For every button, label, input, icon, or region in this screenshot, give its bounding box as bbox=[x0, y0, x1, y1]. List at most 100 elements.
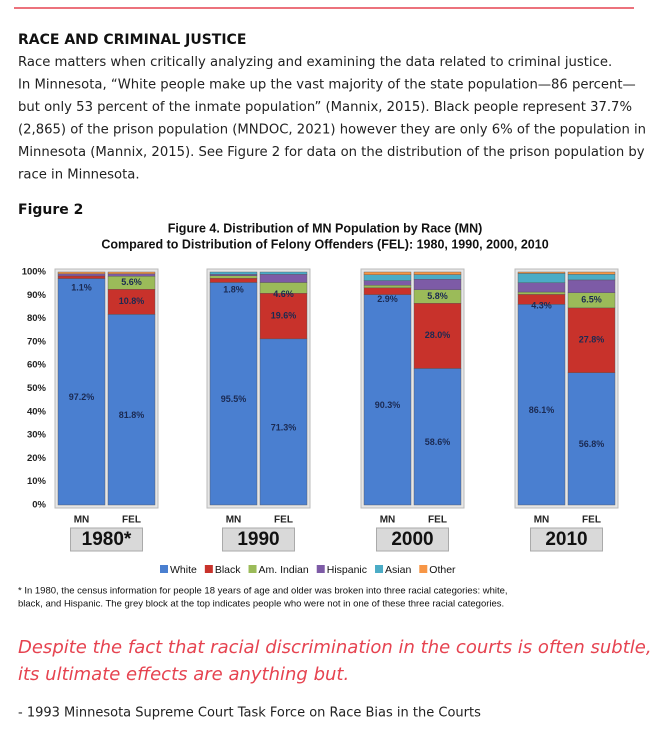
y-tick-label: 30% bbox=[27, 430, 47, 441]
footnote: * In 1980, the census information for pe… bbox=[18, 586, 508, 597]
group-label: 1980* bbox=[82, 529, 132, 550]
legend-swatch bbox=[204, 565, 213, 573]
bar-segment bbox=[413, 271, 462, 275]
legend-label: Am. Indian bbox=[259, 564, 309, 576]
bar-segment bbox=[413, 274, 462, 280]
bar-segment bbox=[413, 303, 462, 369]
x-tick-label: MN bbox=[534, 515, 550, 526]
legend-swatch bbox=[316, 565, 325, 573]
group-label: 2010 bbox=[545, 529, 587, 550]
chart-title: Compared to Distribution of Felony Offen… bbox=[101, 237, 548, 251]
group-label-box bbox=[530, 527, 603, 552]
y-tick-label: 40% bbox=[27, 406, 47, 417]
x-tick-label: FEL bbox=[274, 515, 293, 526]
bar-segment bbox=[517, 271, 566, 274]
bar-segment bbox=[209, 275, 258, 279]
legend-swatch bbox=[160, 565, 168, 573]
data-label: 4.3% bbox=[531, 301, 552, 311]
bar-segment bbox=[107, 271, 156, 275]
data-label: 19.6% bbox=[271, 310, 297, 320]
bar-segment bbox=[567, 307, 616, 373]
group-label-box bbox=[70, 527, 143, 552]
y-tick-label: 60% bbox=[27, 360, 47, 371]
legend-label: Other bbox=[429, 564, 456, 576]
bar-segment bbox=[517, 282, 566, 293]
bar-segment bbox=[209, 282, 258, 506]
group-label: 1990 bbox=[237, 529, 279, 550]
paragraph-line: (2,865) of the prison population (MNDOC,… bbox=[18, 123, 646, 138]
bar-segment bbox=[413, 279, 462, 290]
group-label-box bbox=[222, 527, 295, 552]
bar-segment bbox=[259, 274, 308, 283]
data-label: 27.8% bbox=[579, 335, 605, 345]
bar-segment bbox=[567, 372, 616, 506]
paragraph-line: Minnesota (Mannix, 2015). See Figure 2 f… bbox=[18, 145, 645, 160]
bar-segment bbox=[517, 273, 566, 283]
bar-segment bbox=[57, 275, 106, 279]
bar-segment bbox=[209, 278, 258, 283]
data-label: 6.5% bbox=[581, 295, 602, 305]
bar-segment bbox=[363, 271, 412, 275]
bar-segment bbox=[209, 274, 258, 276]
y-tick-label: 20% bbox=[27, 453, 47, 464]
data-label: 1.8% bbox=[223, 285, 244, 295]
data-label: 95.5% bbox=[221, 394, 247, 404]
x-tick-label: MN bbox=[380, 515, 396, 526]
paragraph-line: race in Minnesota. bbox=[18, 168, 140, 183]
chart-title: Figure 4. Distribution of MN Population … bbox=[168, 221, 483, 235]
bar-segment bbox=[107, 273, 156, 277]
legend-swatch bbox=[375, 565, 384, 573]
paragraph-line: In Minnesota, “White people make up the … bbox=[18, 78, 636, 93]
data-label: 81.8% bbox=[119, 410, 145, 420]
figure-label: Figure 2 bbox=[18, 202, 83, 218]
data-label: 5.6% bbox=[121, 277, 142, 287]
data-label: 2.9% bbox=[377, 294, 398, 304]
x-tick-label: MN bbox=[226, 515, 242, 526]
bar-segment bbox=[259, 271, 308, 275]
bar-segment bbox=[363, 294, 412, 506]
x-tick-label: FEL bbox=[428, 515, 447, 526]
section-heading: RACE AND CRIMINAL JUSTICE bbox=[18, 32, 246, 48]
x-tick-label: MN bbox=[74, 515, 90, 526]
legend-label: Asian bbox=[385, 564, 411, 576]
data-label: 5.8% bbox=[427, 291, 448, 301]
bar-segment bbox=[567, 279, 616, 293]
bar-segment bbox=[107, 314, 156, 506]
y-tick-label: 0% bbox=[32, 500, 46, 511]
bar-segment bbox=[57, 273, 106, 277]
paragraph-line: but only 53 percent of the inmate popula… bbox=[18, 100, 632, 115]
x-tick-label: FEL bbox=[122, 515, 141, 526]
bar-segment bbox=[517, 291, 566, 295]
group-label: 2000 bbox=[391, 529, 433, 550]
y-tick-label: 10% bbox=[27, 476, 47, 487]
bar-segment bbox=[107, 289, 156, 315]
bar-segment bbox=[57, 278, 106, 506]
bar-segment bbox=[567, 271, 616, 275]
y-tick-label: 70% bbox=[27, 336, 47, 347]
bar-segment bbox=[517, 304, 566, 506]
bar-segment bbox=[413, 368, 462, 506]
data-label: 28.0% bbox=[425, 330, 451, 340]
bar-segment bbox=[363, 280, 412, 286]
bar-segment bbox=[567, 274, 616, 281]
data-label: 56.8% bbox=[579, 439, 605, 449]
data-label: 90.3% bbox=[375, 400, 401, 410]
bar-segment bbox=[209, 271, 258, 275]
data-label: 71.3% bbox=[271, 422, 297, 432]
y-tick-label: 80% bbox=[27, 313, 47, 324]
legend-swatch bbox=[248, 565, 257, 573]
bar-segment bbox=[57, 271, 106, 275]
legend-label: White bbox=[170, 564, 197, 576]
pull-quote: Despite the fact that racial discriminat… bbox=[18, 637, 650, 658]
group-label-box bbox=[376, 527, 449, 552]
y-tick-label: 90% bbox=[27, 290, 47, 301]
pull-quote: its ultimate effects are anything but. bbox=[18, 664, 349, 685]
data-label: 1.1% bbox=[71, 282, 92, 292]
paragraph-line: Race matters when critically analyzing a… bbox=[18, 55, 612, 70]
data-label: 4.6% bbox=[273, 289, 294, 299]
y-tick-label: 100% bbox=[22, 267, 47, 278]
data-label: 10.8% bbox=[119, 296, 145, 306]
data-label: 86.1% bbox=[529, 405, 555, 415]
quote-source: - 1993 Minnesota Supreme Court Task Forc… bbox=[18, 706, 481, 721]
